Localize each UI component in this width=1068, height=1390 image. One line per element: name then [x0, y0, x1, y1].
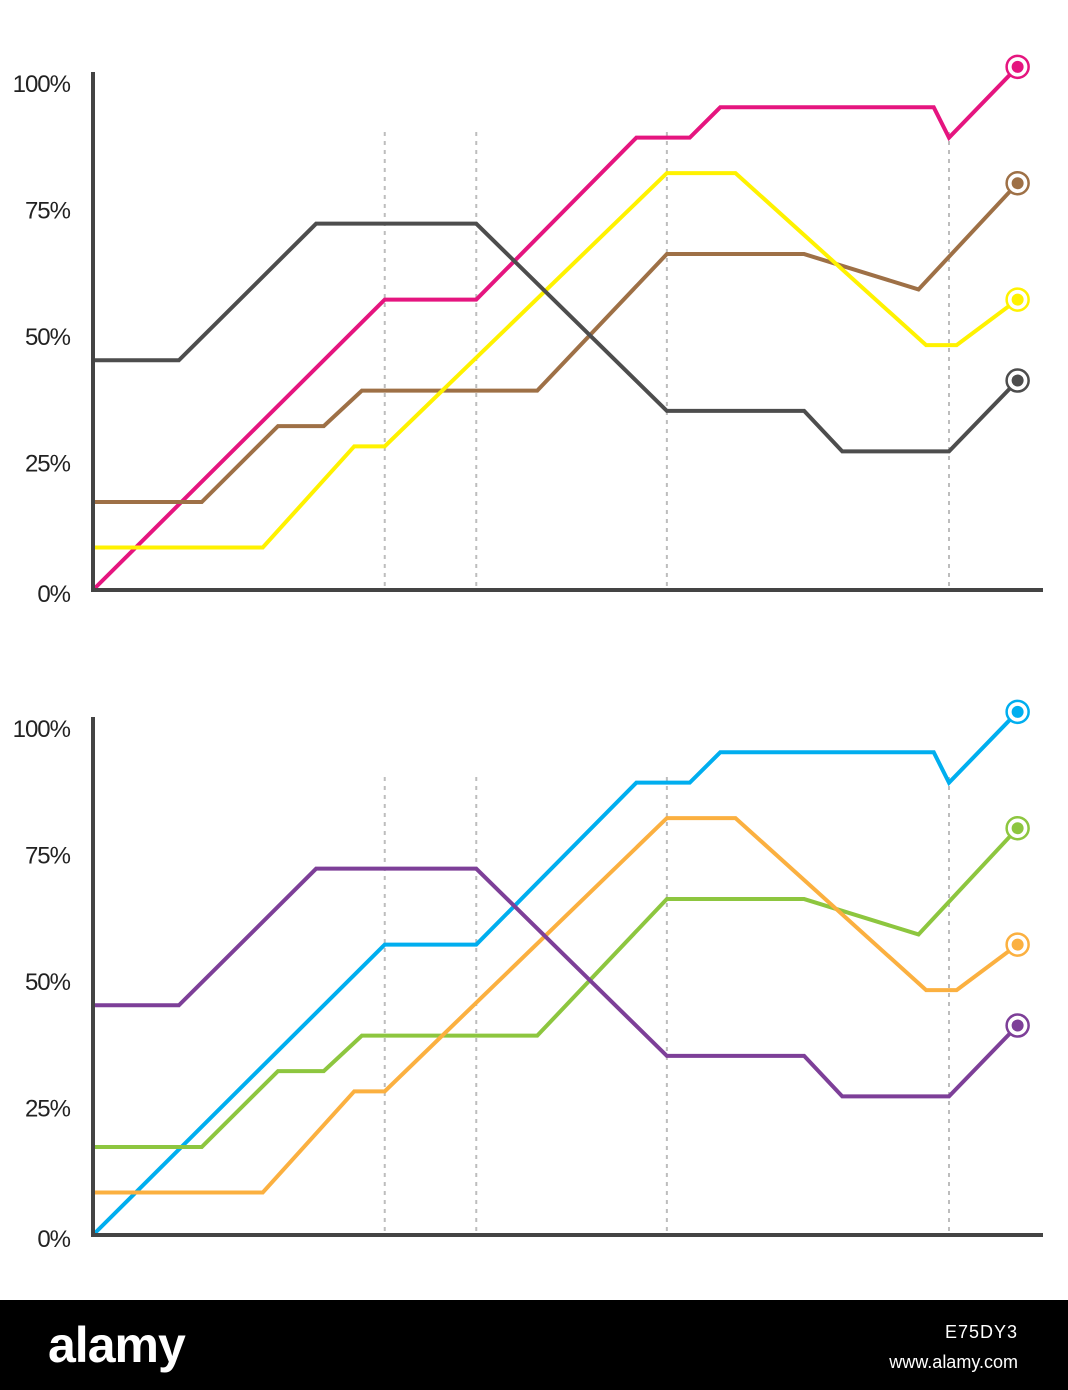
series-end-marker-3	[1005, 287, 1030, 312]
series-line-4	[95, 221, 1020, 454]
image-id: E75DY3	[944, 1322, 1018, 1342]
marker-dot	[1011, 705, 1024, 718]
site-url: www.alamy.com	[889, 1352, 1018, 1372]
series-end-marker-4	[1005, 1013, 1030, 1038]
series-end-marker-1	[1005, 699, 1030, 725]
series-line-4	[95, 866, 1020, 1099]
series-line-2	[95, 826, 1020, 1149]
y-tick-label: 25%	[25, 1096, 71, 1123]
series-line-3	[95, 816, 1019, 1195]
marker-dot	[1011, 293, 1024, 306]
y-tick-label: 25%	[25, 451, 71, 478]
series-end-marker-4	[1005, 368, 1030, 393]
series-line-2	[95, 181, 1020, 504]
chart-2: 0% 25% 50% 75% 100%	[13, 699, 1043, 1253]
marker-dot	[1011, 822, 1024, 835]
series-line-1	[93, 65, 1020, 590]
y-tick-label: 50%	[25, 969, 71, 996]
marker-dot	[1011, 1019, 1024, 1032]
marker-dot	[1011, 374, 1024, 387]
stock-photo-footer: alamy E75DY3 www.alamy.com	[0, 1300, 1068, 1390]
line-charts: 0% 25% 50% 75% 100% 0% 25% 50% 75% 100%	[13, 54, 1043, 1253]
y-tick-label: 0%	[37, 581, 70, 608]
y-tick-label: 100%	[13, 71, 71, 98]
y-tick-label: 50%	[25, 324, 71, 351]
series-line-3	[95, 171, 1019, 550]
y-tick-label: 0%	[37, 1226, 70, 1253]
series-end-marker-1	[1005, 54, 1030, 80]
marker-dot	[1011, 938, 1024, 951]
y-tick-label: 75%	[25, 198, 71, 225]
series-end-marker-2	[1005, 815, 1030, 841]
marker-dot	[1011, 177, 1024, 190]
series-end-marker-3	[1005, 932, 1030, 957]
series-line-1	[93, 710, 1020, 1235]
y-tick-label: 100%	[13, 716, 71, 743]
chart-1: 0% 25% 50% 75% 100%	[13, 54, 1043, 608]
y-tick-label: 75%	[25, 843, 71, 870]
alamy-logo: alamy	[48, 1317, 186, 1373]
marker-dot	[1011, 60, 1024, 73]
series-end-marker-2	[1005, 170, 1030, 196]
